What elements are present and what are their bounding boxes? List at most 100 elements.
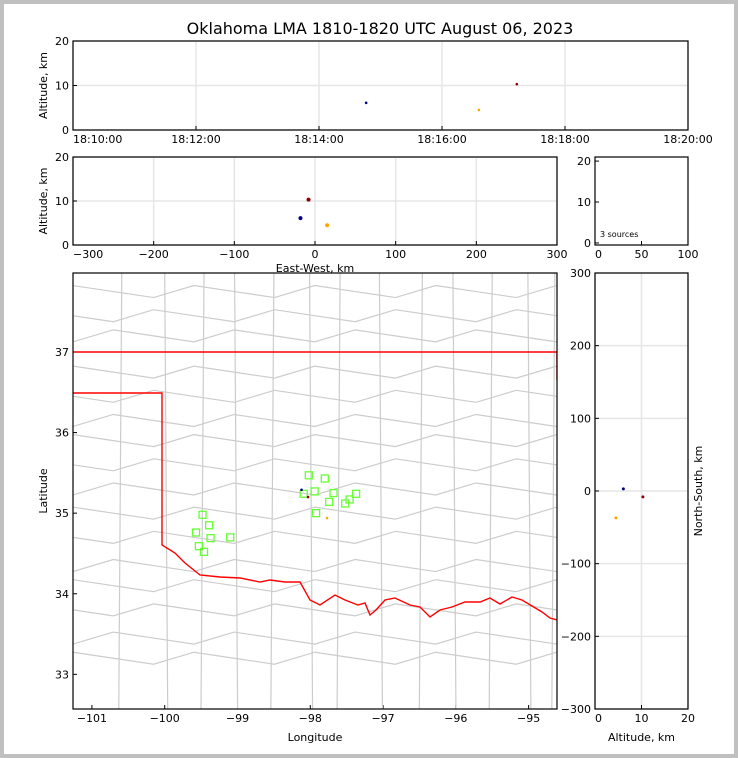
source-point-time xyxy=(364,101,368,105)
panel-altitude-ns: 0 10 20 −300 −200 −100 0 100 200 300 Altitude, km N… xyxy=(561,267,705,744)
x-tick-label: 0 xyxy=(595,712,602,725)
station-marker xyxy=(329,488,338,498)
station-marker xyxy=(320,474,329,483)
y-tick-label: 34 xyxy=(55,588,69,601)
station-marker xyxy=(311,509,321,518)
x-tick-label: −101 xyxy=(77,712,107,725)
axes-frame-plan-view xyxy=(72,272,558,710)
y-tick-label: 20 xyxy=(55,35,69,48)
y-tick-label: 33 xyxy=(55,668,69,681)
y-tick-label: −200 xyxy=(561,630,591,643)
county-border xyxy=(73,329,557,343)
y-tick-label: 100 xyxy=(570,412,591,425)
x-tick-label: −98 xyxy=(299,712,322,725)
county-border xyxy=(73,434,557,448)
county-border xyxy=(73,558,557,573)
x-tick-label: 100 xyxy=(678,248,699,261)
station-marker xyxy=(226,533,235,542)
county-border xyxy=(73,603,557,617)
source-point-ew xyxy=(298,216,303,221)
axes-frame-histogram xyxy=(594,156,689,246)
y-tick-label: 200 xyxy=(570,340,591,353)
station-marker xyxy=(299,489,308,498)
county-border xyxy=(73,631,557,645)
station-marker xyxy=(310,487,319,496)
county-border xyxy=(200,273,205,709)
county-border xyxy=(73,579,557,593)
y-axis-label: Latitude xyxy=(37,468,50,514)
y-tick-label: 0 xyxy=(62,124,69,137)
y-axis-label: North-South, km xyxy=(692,446,705,537)
x-tick-label: 10 xyxy=(635,712,649,725)
source-point-ns xyxy=(614,516,618,520)
x-tick-label: −300 xyxy=(73,248,103,261)
lma-chart: Oklahoma LMA 1810-1820 UTC August 06, 20… xyxy=(37,19,713,744)
axes-frame-altitude-ns xyxy=(594,272,689,710)
x-axis-label: Longitude xyxy=(288,731,343,744)
y-tick-label: −100 xyxy=(561,558,591,571)
axes-frame-ew-altitude xyxy=(72,156,558,246)
y-tick-label: −300 xyxy=(561,703,591,716)
figure: Oklahoma LMA 1810-1820 UTC August 06, 20… xyxy=(4,4,734,754)
source-point-map xyxy=(300,488,303,492)
county-border xyxy=(551,273,556,709)
y-tick-label: 0 xyxy=(584,485,591,498)
x-tick-label: 50 xyxy=(635,248,649,261)
source-point-ew xyxy=(306,197,311,202)
chart-title: Oklahoma LMA 1810-1820 UTC August 06, 20… xyxy=(187,19,574,38)
x-tick-label: −97 xyxy=(371,712,394,725)
x-tick-label: −99 xyxy=(226,712,249,725)
station-marker xyxy=(341,499,350,508)
county-border xyxy=(233,273,239,709)
x-tick-label: 0 xyxy=(312,248,319,261)
source-point-time xyxy=(477,108,481,112)
station-marker xyxy=(191,528,201,537)
county-border xyxy=(73,530,557,544)
x-tick-label: 100 xyxy=(385,248,406,261)
x-tick-label: −100 xyxy=(219,248,249,261)
x-tick-label: 18:10:00 xyxy=(73,133,122,146)
county-border xyxy=(270,273,275,709)
x-tick-label: −200 xyxy=(139,248,169,261)
x-tick-label: −96 xyxy=(444,712,467,725)
x-tick-label: 200 xyxy=(466,248,487,261)
map-layer xyxy=(73,273,557,709)
x-tick-label: 18:16:00 xyxy=(417,133,466,146)
y-tick-label: 0 xyxy=(62,239,69,252)
panel-histogram: 0 50 100 0 10 20 xyxy=(577,155,699,261)
county-border xyxy=(418,273,423,709)
station-marker xyxy=(194,542,204,551)
y-axis-label: Altitude, km xyxy=(37,52,50,119)
y-tick-label: 37 xyxy=(55,346,69,359)
county-border xyxy=(488,273,493,709)
y-tick-label: 20 xyxy=(577,155,591,168)
panel-plan-view: −101 −100 −99 −98 −97 −96 −95 33 34 35 36 37 Longitu… xyxy=(37,346,540,744)
x-tick-label: 18:20:00 xyxy=(663,133,712,146)
county-border xyxy=(73,284,557,299)
x-tick-label: 18:12:00 xyxy=(171,133,220,146)
x-tick-label: 0 xyxy=(595,248,602,261)
y-tick-label: 35 xyxy=(55,507,69,520)
source-point-ew xyxy=(325,223,330,228)
y-tick-label: 10 xyxy=(55,80,69,93)
y-tick-label: 10 xyxy=(577,196,591,209)
station-marker xyxy=(351,489,361,498)
county-border xyxy=(73,365,557,379)
county-border xyxy=(118,273,123,709)
panel-time-altitude: 18:10:00 18:12:00 18:14:00 18:16:00 18:18:00… xyxy=(37,35,713,146)
station-marker xyxy=(199,547,209,556)
source-point-time xyxy=(515,82,519,86)
county-border xyxy=(378,273,384,709)
source-point-map xyxy=(325,516,329,520)
county-border xyxy=(73,389,557,403)
x-tick-label: −95 xyxy=(517,712,540,725)
y-tick-label: 0 xyxy=(584,237,591,250)
county-border xyxy=(73,506,557,520)
county-border xyxy=(336,273,341,709)
y-axis-label: Altitude, km xyxy=(37,167,50,234)
county-border xyxy=(73,458,557,472)
county-border xyxy=(73,651,557,665)
y-tick-label: 300 xyxy=(570,267,591,280)
source-point-map xyxy=(306,495,310,499)
